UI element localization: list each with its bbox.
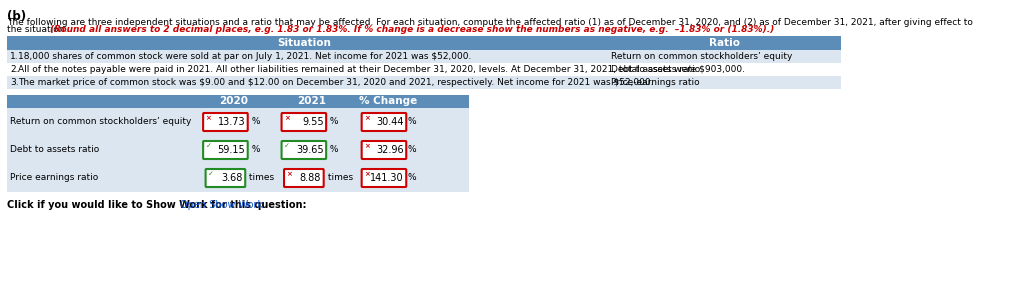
Text: ×: ×	[284, 115, 290, 121]
Text: times: times	[325, 173, 352, 182]
FancyBboxPatch shape	[206, 169, 245, 187]
Text: ×: ×	[365, 171, 370, 177]
Text: %: %	[327, 118, 339, 127]
Text: The following are three independent situations and a ratio that may be affected.: The following are three independent situ…	[6, 18, 973, 27]
Text: 3.: 3.	[10, 78, 18, 87]
Text: 32.96: 32.96	[376, 145, 403, 155]
Text: Price-earnings ratio: Price-earnings ratio	[611, 78, 699, 87]
FancyBboxPatch shape	[203, 113, 248, 131]
FancyBboxPatch shape	[6, 63, 841, 76]
FancyBboxPatch shape	[282, 113, 327, 131]
FancyBboxPatch shape	[6, 50, 841, 63]
Text: %: %	[249, 146, 260, 154]
Text: Return on common stockholders’ equity: Return on common stockholders’ equity	[10, 118, 191, 127]
Text: ✓: ✓	[206, 143, 212, 149]
Text: Debt to assets ratio: Debt to assets ratio	[10, 146, 99, 154]
Text: 9.55: 9.55	[302, 117, 324, 127]
Text: %: %	[327, 146, 339, 154]
Text: All of the notes payable were paid in 2021. All other liabilities remained at th: All of the notes payable were paid in 20…	[18, 65, 745, 74]
FancyBboxPatch shape	[6, 136, 469, 164]
Text: Open Show Work: Open Show Work	[180, 200, 263, 210]
Text: %: %	[249, 118, 260, 127]
Text: ×: ×	[365, 115, 370, 121]
Text: Click if you would like to Show Work for this question:: Click if you would like to Show Work for…	[6, 200, 306, 210]
Text: 2020: 2020	[219, 97, 248, 106]
Text: 18,000 shares of common stock were sold at par on July 1, 2021. Net income for 2: 18,000 shares of common stock were sold …	[18, 52, 471, 61]
Text: %: %	[408, 146, 416, 154]
FancyBboxPatch shape	[6, 108, 469, 136]
Text: 30.44: 30.44	[376, 117, 403, 127]
Text: Return on common stockholders’ equity: Return on common stockholders’ equity	[611, 52, 793, 61]
Text: times: times	[246, 173, 274, 182]
Text: ✓: ✓	[284, 143, 290, 149]
FancyBboxPatch shape	[361, 141, 407, 159]
Text: Price earnings ratio: Price earnings ratio	[10, 173, 98, 182]
Text: 13.73: 13.73	[218, 117, 245, 127]
FancyBboxPatch shape	[6, 95, 469, 108]
Text: 1.: 1.	[10, 52, 18, 61]
Text: ×: ×	[206, 115, 212, 121]
Text: Situation: Situation	[276, 38, 331, 48]
FancyBboxPatch shape	[6, 76, 841, 89]
Text: %: %	[408, 118, 416, 127]
FancyBboxPatch shape	[361, 169, 407, 187]
Text: Debt to assets ratio: Debt to assets ratio	[611, 65, 700, 74]
Text: ×: ×	[365, 143, 370, 149]
Text: the situation.: the situation.	[6, 25, 67, 34]
Text: ✓: ✓	[208, 171, 214, 177]
Text: Ratio: Ratio	[710, 38, 740, 48]
FancyBboxPatch shape	[282, 141, 327, 159]
Text: (b): (b)	[6, 10, 26, 23]
FancyBboxPatch shape	[203, 141, 248, 159]
FancyBboxPatch shape	[361, 113, 407, 131]
Text: 2.: 2.	[10, 65, 18, 74]
Text: 3.68: 3.68	[221, 173, 243, 183]
FancyBboxPatch shape	[284, 169, 324, 187]
Text: 2021: 2021	[298, 97, 327, 106]
Text: ×: ×	[287, 171, 293, 177]
Text: % Change: % Change	[359, 97, 417, 106]
Text: %: %	[408, 173, 416, 182]
FancyBboxPatch shape	[6, 164, 469, 192]
FancyBboxPatch shape	[6, 36, 841, 50]
Text: (Round all answers to 2 decimal places, e.g. 1.83 or 1.83%. If % change is a dec: (Round all answers to 2 decimal places, …	[50, 25, 774, 34]
Text: 141.30: 141.30	[370, 173, 403, 183]
Text: 39.65: 39.65	[296, 145, 324, 155]
Text: 8.88: 8.88	[300, 173, 322, 183]
Text: 59.15: 59.15	[217, 145, 245, 155]
Text: The market price of common stock was $9.00 and $12.00 on December 31, 2020 and 2: The market price of common stock was $9.…	[18, 78, 653, 87]
